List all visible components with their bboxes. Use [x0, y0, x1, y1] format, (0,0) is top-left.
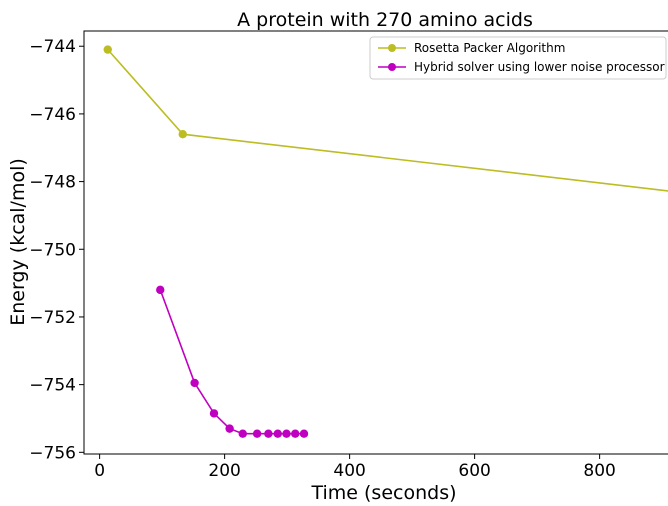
- series-layer: [103, 45, 668, 438]
- legend-marker: [388, 63, 396, 71]
- y-tick-label: −756: [29, 443, 76, 463]
- data-point: [291, 429, 300, 438]
- data-point: [209, 409, 219, 418]
- series-line: [159, 289, 304, 435]
- x-tick-label: 800: [583, 461, 615, 481]
- y-axis-ticks: −756 −754 −752 −750 −748 −746 −744: [29, 37, 84, 463]
- x-tick-label: 200: [208, 461, 240, 481]
- legend: Rosetta Packer Algorithm Hybrid solver us…: [369, 36, 667, 80]
- y-axis-label: Energy (kcal/mol): [7, 158, 29, 326]
- plot-area: [83, 30, 668, 455]
- series-2: [156, 285, 309, 438]
- data-point: [273, 429, 282, 438]
- data-point: [238, 429, 247, 438]
- data-point: [103, 45, 112, 54]
- legend-label: Hybrid solver using lower noise processo…: [414, 60, 665, 74]
- data-point: [282, 429, 291, 438]
- data-point: [178, 130, 187, 139]
- legend-marker: [388, 44, 396, 52]
- plot-frame: [83, 30, 668, 455]
- x-tick-label: 400: [333, 461, 365, 481]
- x-axis-ticks: 0 200 400 600 800: [94, 454, 616, 481]
- x-tick-label: 0: [94, 461, 105, 481]
- x-tick-label: 600: [458, 461, 490, 481]
- series-1: [103, 45, 668, 192]
- y-tick-label: −748: [29, 173, 76, 193]
- data-point: [299, 429, 309, 438]
- x-axis-label: Time (seconds): [310, 482, 456, 504]
- y-tick-label: −746: [29, 105, 76, 125]
- y-tick-label: −752: [29, 308, 76, 328]
- data-point: [190, 378, 199, 388]
- legend-label: Rosetta Packer Algorithm: [414, 41, 565, 55]
- y-tick-label: −754: [29, 376, 76, 396]
- data-point: [252, 429, 262, 438]
- y-tick-label: −750: [29, 240, 76, 260]
- chart-title: A protein with 270 amino acids: [237, 9, 533, 31]
- y-tick-label: −744: [29, 37, 76, 57]
- legend-box: [369, 36, 667, 80]
- data-point: [156, 285, 165, 295]
- data-point: [264, 429, 273, 438]
- data-point: [225, 424, 234, 433]
